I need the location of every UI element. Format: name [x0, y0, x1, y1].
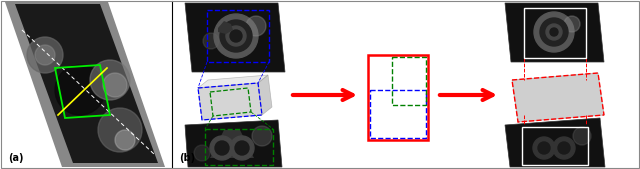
Circle shape: [534, 12, 574, 52]
Text: (b): (b): [179, 153, 195, 163]
Circle shape: [558, 142, 570, 154]
Bar: [205, 129, 273, 165]
Circle shape: [55, 65, 105, 115]
Circle shape: [220, 20, 252, 52]
Circle shape: [230, 30, 242, 42]
Circle shape: [550, 28, 558, 36]
Circle shape: [226, 26, 246, 46]
Circle shape: [214, 14, 258, 58]
Circle shape: [103, 73, 127, 97]
Circle shape: [538, 142, 550, 154]
Circle shape: [540, 18, 568, 46]
Text: (a): (a): [8, 153, 24, 163]
Polygon shape: [218, 21, 233, 34]
Circle shape: [246, 16, 266, 36]
Polygon shape: [5, 2, 165, 167]
Polygon shape: [185, 3, 285, 72]
Bar: [368, 55, 428, 140]
Circle shape: [252, 126, 272, 146]
Bar: [392, 57, 426, 105]
Circle shape: [215, 141, 229, 155]
Bar: [524, 8, 586, 58]
Circle shape: [210, 136, 234, 160]
Polygon shape: [198, 83, 262, 120]
Circle shape: [27, 37, 63, 73]
Polygon shape: [198, 75, 268, 88]
Polygon shape: [15, 4, 158, 163]
Bar: [207, 10, 269, 62]
Circle shape: [203, 33, 219, 49]
Polygon shape: [185, 120, 282, 167]
Circle shape: [573, 127, 591, 145]
Circle shape: [194, 145, 210, 161]
Circle shape: [533, 137, 555, 159]
Circle shape: [546, 24, 562, 40]
Polygon shape: [512, 73, 604, 122]
Bar: [522, 127, 588, 165]
Circle shape: [230, 136, 254, 160]
Circle shape: [35, 45, 55, 65]
Circle shape: [564, 16, 580, 32]
Polygon shape: [505, 3, 604, 62]
Circle shape: [553, 137, 575, 159]
Circle shape: [235, 141, 249, 155]
Polygon shape: [258, 75, 272, 115]
Circle shape: [98, 108, 142, 152]
Bar: [370, 90, 426, 138]
Polygon shape: [210, 130, 254, 158]
Circle shape: [90, 60, 130, 100]
Polygon shape: [505, 118, 605, 167]
Circle shape: [115, 130, 135, 150]
